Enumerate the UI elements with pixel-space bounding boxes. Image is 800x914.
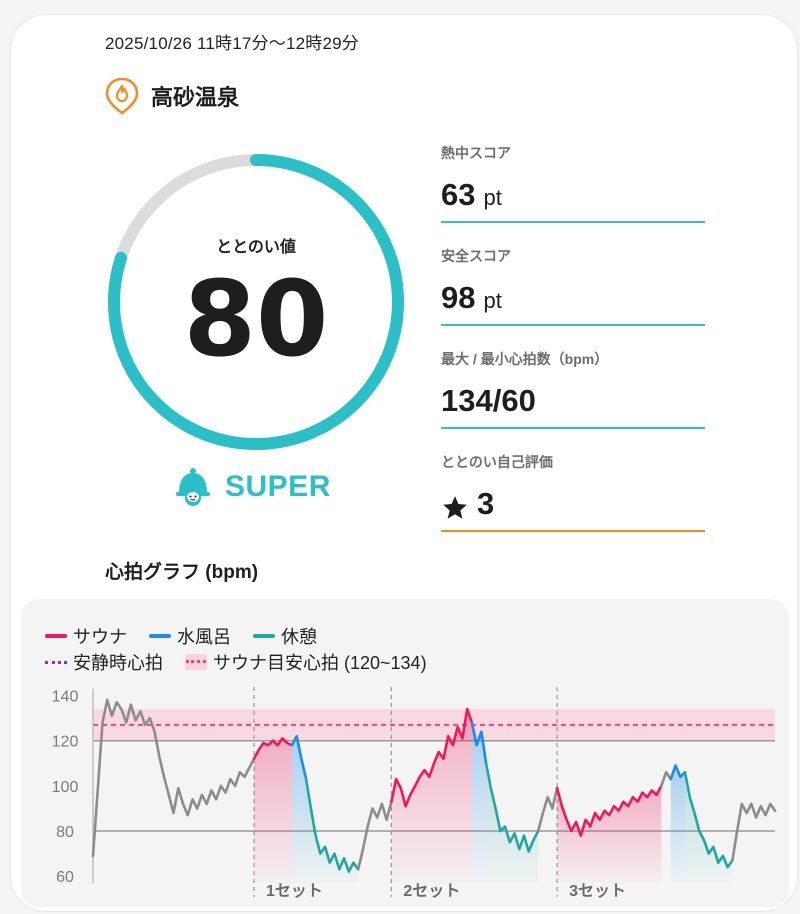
stat-value: 98: [441, 280, 476, 315]
legend-row-2: 安静時心拍 サウナ目安心拍 (120~134): [45, 649, 427, 675]
legend-cold-swatch: [149, 634, 171, 638]
segment-area-rest: [306, 779, 359, 883]
chart-grid: [92, 687, 775, 897]
legend-resting-hr-swatch: [45, 660, 67, 664]
stat-label: 熱中スコア: [441, 145, 511, 161]
legend-rest-swatch: [253, 634, 275, 638]
legend-row-1: サウナ 水風呂 休憩: [45, 623, 317, 649]
legend-resting-hr: 安静時心拍: [45, 649, 163, 675]
segment-line-other: [731, 802, 777, 862]
y-tick-label: 140: [52, 689, 79, 706]
chart-areas: [254, 709, 733, 883]
stat-unit: pt: [483, 185, 502, 210]
place-name: 高砂温泉: [151, 85, 240, 110]
segment-line-cold: [669, 764, 687, 781]
segment-line-sauna: [390, 707, 474, 808]
stat-value: 3: [477, 486, 495, 521]
set-label: 2セット: [403, 883, 460, 900]
segment-line-sauna: [252, 737, 294, 761]
rank-row: SUPER: [173, 467, 331, 507]
stat-heat-score: 熱中スコア 63 pt: [441, 143, 705, 223]
chart-labels: 140 120 100 80 60 1セット 2セット 3セット: [52, 689, 626, 900]
legend-sauna-swatch: [45, 634, 67, 638]
session-datetime: 2025/10/26 11時17分〜12時29分: [105, 34, 359, 53]
stat-label: 最大 / 最小心拍数（bpm）: [441, 351, 609, 367]
score-value: 80: [183, 258, 329, 380]
legend-cold: 水風呂: [149, 623, 231, 649]
y-tick-label: 60: [56, 869, 74, 886]
chart-lines: [91, 698, 777, 873]
segment-area-cold: [670, 765, 685, 883]
segment-line-cold: [470, 721, 488, 765]
segment-area-cold: [291, 736, 307, 883]
segment-line-sauna: [555, 784, 663, 837]
segment-line-rest: [484, 762, 540, 853]
legend-rest-label: 休憩: [281, 627, 317, 647]
stat-value-row: 98 pt: [441, 280, 705, 324]
score-ring-gauge: [108, 154, 404, 450]
segment-area-rest: [685, 772, 733, 883]
heart-rate-graph: サウナ 水風呂 休憩 安静時心拍 サウナ目安心拍 (120~134): [21, 599, 789, 907]
set-label: 3セット: [569, 883, 626, 900]
segment-line-cold: [290, 734, 308, 781]
segment-line-other: [660, 771, 673, 788]
stat-divider: [441, 221, 705, 223]
stat-heart-rate: 最大 / 最小心拍数（bpm） 134/60: [441, 349, 705, 429]
set-label: 1セット: [266, 883, 323, 900]
rank-label: SUPER: [225, 470, 331, 503]
graph-title: 心拍グラフ (bpm): [105, 562, 259, 583]
segment-area-sauna: [391, 709, 472, 883]
stat-self-rating: ととのい自己評価 3: [441, 452, 705, 532]
stat-divider: [441, 530, 705, 532]
stat-label: ととのい自己評価: [441, 454, 553, 470]
segment-line-rest: [304, 777, 360, 873]
legend-resting-hr-label: 安静時心拍: [73, 653, 163, 673]
y-tick-label: 80: [56, 824, 74, 841]
bell-mascot-icon: [176, 468, 210, 506]
heart-rate-chart: 140 120 100 80 60 1セット 2セット 3セット: [52, 687, 777, 900]
stat-unit: pt: [483, 288, 502, 313]
stat-value-row: 63 pt: [441, 177, 705, 221]
stat-value: 134/60: [441, 383, 536, 418]
segment-area-sauna: [254, 738, 292, 883]
stat-divider: [441, 427, 705, 429]
stat-label: 安全スコア: [441, 248, 511, 264]
stat-safety-score: 安全スコア 98 pt: [441, 246, 705, 326]
stat-value-row: 134/60: [441, 383, 705, 427]
segment-area-sauna: [557, 785, 662, 883]
score-ring: ととのい値 80: [103, 149, 409, 455]
legend-sauna-label: サウナ: [73, 627, 127, 647]
place-row: 高砂温泉: [105, 77, 239, 115]
legend-cold-label: 水風呂: [177, 627, 231, 647]
segment-line-other: [536, 786, 559, 833]
ring-progress: [108, 154, 404, 450]
segment-line-other: [356, 800, 393, 871]
sauna-pin-icon: [105, 77, 139, 115]
segment-area-rest: [486, 763, 539, 883]
segment-area-cold: [471, 722, 487, 883]
segment-line-other: [91, 698, 256, 858]
legend-sauna: サウナ: [45, 623, 127, 649]
stat-value: 63: [441, 177, 476, 212]
session-card: 2025/10/26 11時17分〜12時29分 高砂温泉 ととのい値 80 S…: [10, 14, 798, 912]
stat-divider: [441, 324, 705, 326]
legend-target-swatch: [185, 654, 207, 670]
segment-line-rest: [683, 771, 734, 869]
stat-value-row: 3: [441, 486, 705, 530]
legend-target-label: サウナ目安心拍 (120~134): [213, 653, 427, 673]
y-tick-label: 100: [52, 779, 79, 796]
y-tick-label: 120: [52, 734, 79, 751]
star-icon: [443, 496, 467, 519]
legend-rest: 休憩: [253, 623, 317, 649]
legend-target: サウナ目安心拍 (120~134): [185, 649, 427, 675]
score-label: ととのい値: [216, 239, 296, 256]
